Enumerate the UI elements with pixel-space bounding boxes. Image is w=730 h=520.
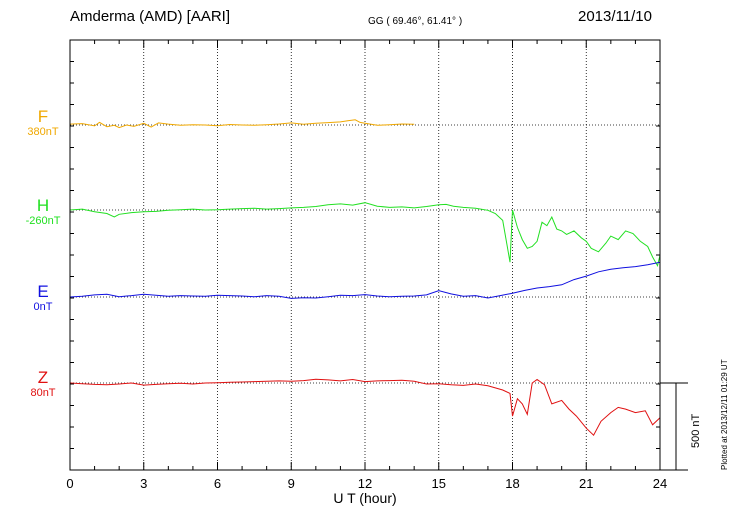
series-name-f: F <box>37 107 49 126</box>
series-label-z: Z 80nT <box>20 369 66 400</box>
tick-layer <box>69 40 661 470</box>
series-baseline-h: -260nT <box>25 215 61 227</box>
grid-layer <box>143 40 587 470</box>
x-tick-label-12: 12 <box>358 476 372 491</box>
series-name-z: Z <box>37 368 49 387</box>
plotted-timestamp: Plotted at 2013/12/11 01:29 UT <box>720 359 729 470</box>
series-line-z <box>69 378 661 437</box>
series-name-h: H <box>36 196 50 215</box>
x-tick-label-6: 6 <box>214 476 221 491</box>
series-line-f <box>69 119 415 129</box>
series-layer <box>69 119 661 437</box>
series-baseline-z: 80nT <box>30 387 56 399</box>
x-tick-label-18: 18 <box>505 476 519 491</box>
series-label-h: H -260nT <box>20 197 66 228</box>
series-label-e: E 0nT <box>20 283 66 314</box>
series-baseline-e: 0nT <box>33 301 53 313</box>
x-tick-label-24: 24 <box>653 476 667 491</box>
geographic-coordinates: GG ( 69.46°, 61.41° ) <box>368 16 463 27</box>
plot-frame <box>69 39 661 471</box>
station-title: Amderma (AMD) [AARI] <box>70 8 231 25</box>
scale-bar-label: 500 nT <box>690 413 702 448</box>
x-tick-label-9: 9 <box>288 476 295 491</box>
date-label: 2013/11/10 <box>578 8 652 25</box>
series-line-e <box>69 261 661 299</box>
x-tick-label-3: 3 <box>140 476 147 491</box>
scale-bar <box>660 382 688 471</box>
x-axis-label: U T (hour) <box>333 490 396 506</box>
series-line-h <box>69 202 661 268</box>
x-tick-label-15: 15 <box>432 476 446 491</box>
x-tick-label-21: 21 <box>579 476 593 491</box>
series-label-f: F 380nT <box>20 108 66 139</box>
x-tick-label-0: 0 <box>66 476 73 491</box>
baseline-layer <box>70 124 660 384</box>
series-baseline-f: 380nT <box>27 126 59 138</box>
series-name-e: E <box>37 282 49 301</box>
